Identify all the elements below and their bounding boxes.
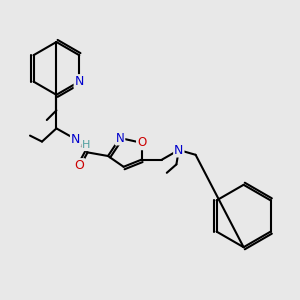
Text: N: N	[71, 133, 80, 146]
Text: O: O	[74, 159, 84, 172]
Text: O: O	[137, 136, 146, 149]
Text: N: N	[174, 143, 184, 157]
Text: N: N	[75, 75, 84, 88]
Text: H: H	[82, 140, 91, 150]
Text: N: N	[116, 131, 124, 145]
